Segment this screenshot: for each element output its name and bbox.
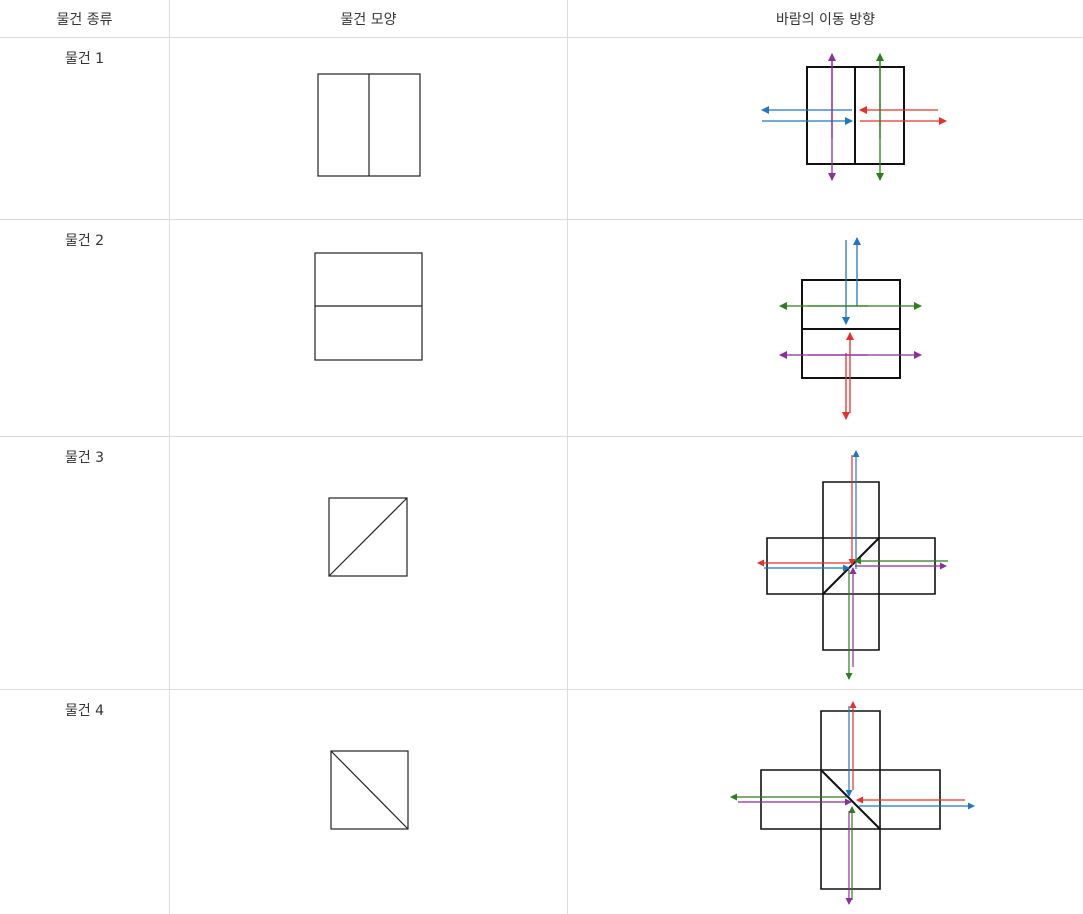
object-type-cell: 물건 4	[0, 690, 169, 914]
wind-direction-cell	[567, 437, 1083, 689]
object-type-cell: 물건 1	[0, 38, 169, 219]
wind-direction-diagram	[757, 450, 948, 680]
wind-direction-diagram	[761, 53, 947, 181]
object-label: 물건 4	[64, 703, 105, 719]
header-object-shape: 물건 모양	[169, 0, 567, 37]
header-wind-direction-text: 바람의 이동 방향	[775, 11, 876, 28]
wind-direction-diagram	[730, 701, 975, 905]
wind-direction-diagram	[779, 237, 922, 420]
table-header-row: 물건 종류 물건 모양 바람의 이동 방향	[0, 0, 1083, 38]
table-row: 물건 1	[0, 38, 1083, 220]
object-label: 물건 3	[64, 450, 105, 466]
header-object-type-text: 물건 종류	[56, 11, 113, 28]
table-row: 물건 2	[0, 220, 1083, 437]
table-row: 물건 4	[0, 690, 1083, 914]
wind-direction-cell	[567, 220, 1083, 436]
object-type-cell: 물건 2	[0, 220, 169, 436]
object-shape-cell	[169, 220, 567, 436]
header-object-shape-text: 물건 모양	[340, 11, 397, 28]
object-shape-cell	[169, 690, 567, 914]
header-object-type: 물건 종류	[0, 0, 169, 37]
object-shape-cell	[169, 437, 567, 689]
table-row: 물건 3	[0, 437, 1083, 690]
wind-direction-cell	[567, 38, 1083, 219]
header-wind-direction: 바람의 이동 방향	[567, 0, 1083, 37]
horizontal-split-square-shape	[314, 252, 423, 361]
vertical-split-square-shape	[317, 73, 421, 177]
wind-direction-cell	[567, 690, 1083, 914]
object-type-cell: 물건 3	[0, 437, 169, 689]
object-label: 물건 1	[64, 51, 105, 67]
diagonal-split-square-shape	[328, 497, 408, 577]
object-shape-cell	[169, 38, 567, 219]
object-label: 물건 2	[64, 233, 105, 249]
diagonal-split-square-shape	[330, 750, 409, 830]
